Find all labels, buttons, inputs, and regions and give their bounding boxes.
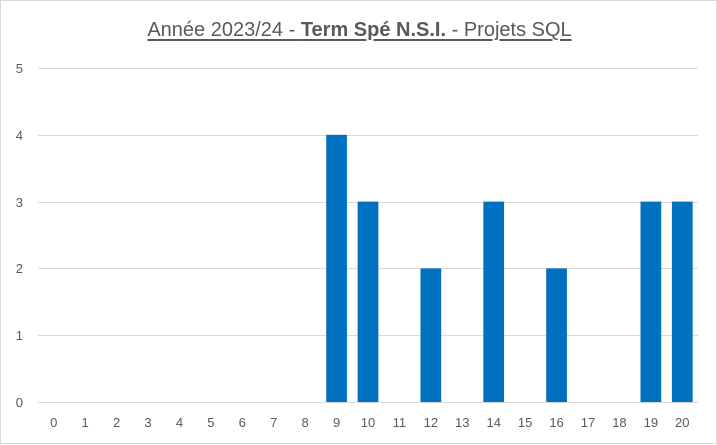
- x-tick-label: 8: [302, 415, 309, 430]
- bar-19: [640, 201, 662, 402]
- bar-16: [546, 268, 567, 402]
- x-tick-label: 2: [113, 415, 120, 430]
- x-tick-label: 4: [176, 415, 183, 430]
- y-axis-ticks: 0 1 2 3 4 5: [16, 61, 23, 410]
- x-tick-label: 7: [270, 415, 277, 430]
- x-tick-label: 13: [455, 415, 469, 430]
- bar-10: [357, 201, 379, 402]
- x-tick-label: 17: [581, 415, 595, 430]
- chart-title-part-3: - Projets SQL: [446, 19, 572, 41]
- bar-layer: [326, 134, 693, 403]
- x-tick-label: 18: [612, 415, 626, 430]
- x-tick-label: 9: [333, 415, 340, 430]
- x-tick-label: 1: [82, 415, 89, 430]
- x-tick-label: 19: [644, 415, 658, 430]
- bar-20: [671, 201, 693, 402]
- chart-title-part-1: Année 2023/24 -: [147, 19, 301, 41]
- x-tick-label: 6: [239, 415, 246, 430]
- x-tick-label: 0: [50, 415, 57, 430]
- x-tick-label: 5: [207, 415, 214, 430]
- y-tick-label: 1: [16, 328, 23, 343]
- bar-14: [483, 201, 505, 402]
- x-tick-label: 11: [393, 415, 407, 430]
- y-tick-label: 2: [16, 261, 23, 276]
- bar-12: [420, 268, 442, 402]
- chart-title: Année 2023/24 - Term Spé N.S.I. - Projet…: [1, 19, 717, 42]
- y-tick-label: 0: [16, 395, 23, 410]
- x-tick-label: 3: [144, 415, 151, 430]
- x-tick-label: 20: [675, 415, 689, 430]
- chart-title-part-2: Term Spé N.S.I.: [300, 19, 447, 41]
- bar-9: [326, 134, 347, 403]
- x-axis-ticks: 0 1 2 3 4 5 6 7 8 9 10 11 12 13 14 15 16 17 18 19 20: [50, 415, 689, 430]
- y-tick-label: 5: [16, 61, 23, 76]
- y-tick-label: 4: [16, 128, 23, 143]
- y-tick-label: 3: [16, 195, 23, 210]
- x-tick-label: 10: [361, 415, 375, 430]
- x-tick-label: 15: [518, 415, 532, 430]
- x-tick-label: 12: [424, 415, 438, 430]
- x-tick-label: 14: [486, 415, 500, 430]
- x-tick-label: 16: [549, 415, 563, 430]
